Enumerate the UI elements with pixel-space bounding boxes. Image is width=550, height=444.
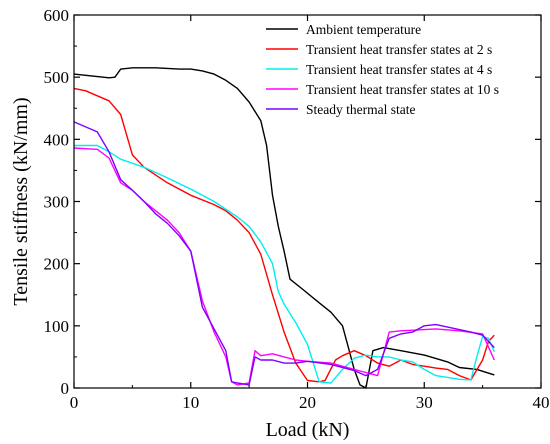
y-tick-label: 200 <box>44 255 70 274</box>
series-line-3 <box>74 144 495 384</box>
legend-label-2: Transient heat transfer states at 2 s <box>306 42 492 57</box>
series-line-5 <box>73 121 495 386</box>
x-tick-label: 10 <box>182 393 199 412</box>
y-tick-label: 400 <box>44 130 70 149</box>
x-tick-label: 30 <box>416 393 433 412</box>
series-line-2 <box>73 87 495 383</box>
legend-label-3: Transient heat transfer states at 4 s <box>306 62 492 77</box>
x-tick-label: 0 <box>70 393 79 412</box>
x-tick-label: 40 <box>533 393 550 412</box>
series-layer <box>73 67 495 389</box>
y-tick-label: 600 <box>44 6 70 25</box>
y-tick-label: 0 <box>61 379 70 398</box>
legend-label-1: Ambient temperature <box>306 22 421 37</box>
y-tick-label: 100 <box>44 317 70 336</box>
x-axis-title: Load (kN) <box>266 419 350 441</box>
legend: Ambient temperature Transient heat transf… <box>266 22 499 117</box>
legend-label-5: Steady thermal state <box>306 102 415 117</box>
series-line-1 <box>73 67 495 389</box>
x-axis: 0 10 20 30 40 <box>70 15 550 412</box>
y-axis-title: Tensile stiffness (kN/mm) <box>10 97 32 305</box>
legend-label-4: Transient heat transfer states at 10 s <box>306 82 499 97</box>
y-tick-label: 500 <box>44 68 70 87</box>
x-tick-label: 20 <box>299 393 316 412</box>
series-line-4 <box>73 147 495 386</box>
y-axis: 0 100 200 300 400 500 600 <box>44 6 541 398</box>
y-tick-label: 300 <box>44 193 70 212</box>
